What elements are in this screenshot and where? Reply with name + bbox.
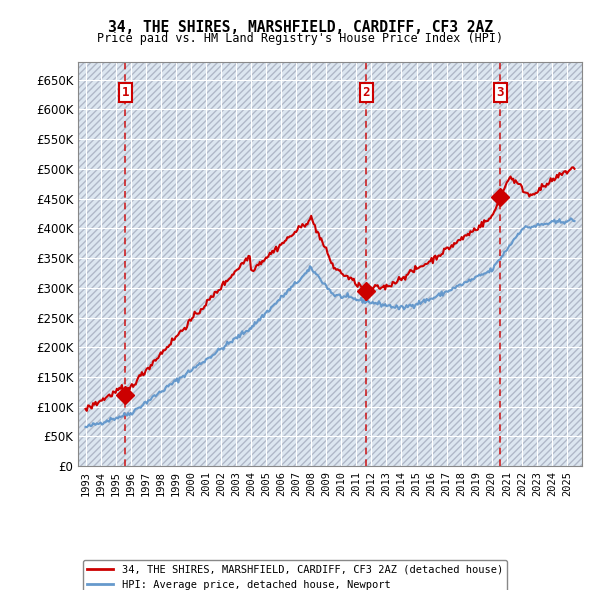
Text: 34, THE SHIRES, MARSHFIELD, CARDIFF, CF3 2AZ: 34, THE SHIRES, MARSHFIELD, CARDIFF, CF3… xyxy=(107,20,493,35)
Text: 1: 1 xyxy=(122,86,129,99)
Text: Price paid vs. HM Land Registry's House Price Index (HPI): Price paid vs. HM Land Registry's House … xyxy=(97,32,503,45)
Legend: 34, THE SHIRES, MARSHFIELD, CARDIFF, CF3 2AZ (detached house), HPI: Average pric: 34, THE SHIRES, MARSHFIELD, CARDIFF, CF3… xyxy=(83,560,507,590)
Text: 3: 3 xyxy=(497,86,504,99)
Text: 2: 2 xyxy=(362,86,370,99)
